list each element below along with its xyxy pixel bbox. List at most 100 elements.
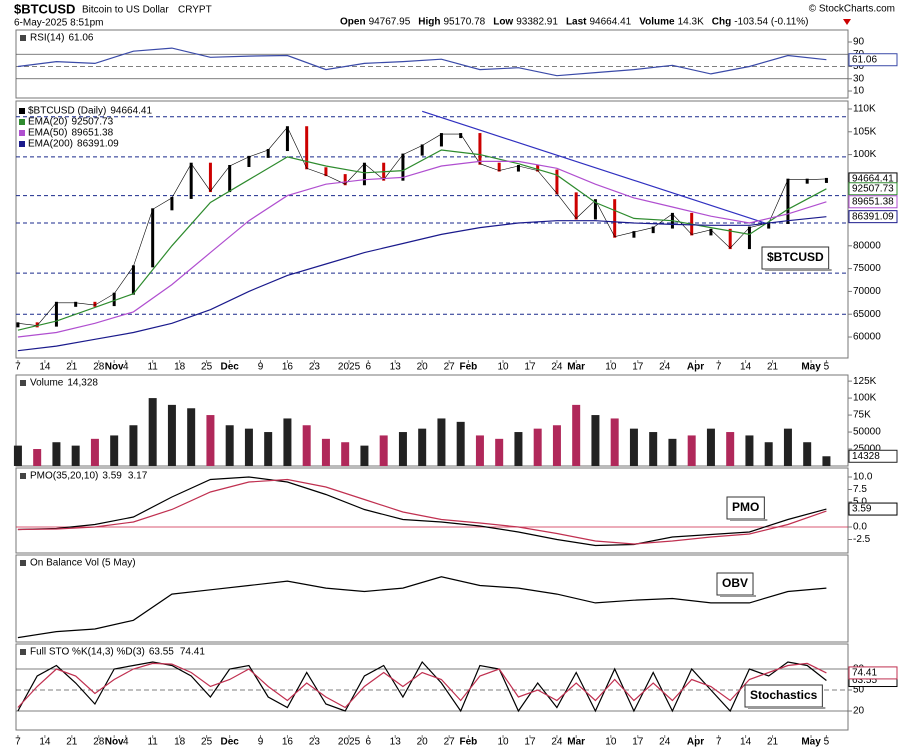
volume-bar: [783, 428, 792, 466]
x-tick-label: 10: [497, 737, 509, 748]
y-tick-label: 30: [853, 73, 865, 84]
value-box: [848, 449, 898, 463]
x-tick-label: 25: [201, 362, 213, 373]
y-tick-label: 105K: [853, 126, 877, 137]
legend-value: 14,328: [67, 378, 98, 389]
price-bar: [574, 192, 578, 220]
panel-frame: [15, 374, 849, 467]
x-tick-label: 14: [39, 362, 51, 373]
y-tick-label: 60000: [853, 332, 881, 343]
price-bar: [189, 162, 193, 199]
legend-value: 63.55: [149, 647, 174, 658]
x-tick-label: 21: [767, 737, 779, 748]
x-tick-label: 18: [174, 362, 186, 373]
y-tick-label: 50: [853, 61, 865, 72]
quote-label: High: [418, 17, 440, 28]
x-tick-label: 27: [444, 737, 456, 748]
x-tick-label: 10: [605, 737, 617, 748]
legend-value: 92507.73: [71, 117, 113, 128]
x-tick-label: 16: [282, 362, 294, 373]
x-tick-label: 6: [366, 737, 372, 748]
volume-bar: [360, 445, 369, 466]
x-tick-label: 18: [174, 737, 186, 748]
x-tick-label: 9: [258, 737, 264, 748]
exchange: CRYPT: [178, 5, 212, 16]
x-tick-label: Mar: [567, 737, 585, 748]
volume-bar: [687, 435, 696, 466]
legend-swatch: [19, 141, 25, 147]
annotation: PMO: [732, 500, 759, 514]
legend-swatch: [20, 473, 26, 479]
legend-name: EMA(50): [28, 128, 67, 139]
y-tick-label: 110K: [853, 104, 876, 115]
y-tick-label: 75K: [853, 410, 871, 421]
x-tick-label: 5: [824, 362, 830, 373]
volume-bar: [90, 438, 99, 466]
y-tick-label: 10.0: [853, 472, 873, 483]
x-tick-label: Feb: [459, 737, 477, 748]
price-bar: [151, 208, 155, 268]
annotation: $BTCUSD: [767, 250, 824, 264]
x-tick-label: 14: [39, 737, 51, 748]
x-tick-label: 10: [605, 362, 617, 373]
volume-bar: [52, 442, 61, 466]
price-bar: [439, 133, 443, 147]
price-bar: [170, 196, 174, 211]
quote-label: Open: [340, 17, 366, 28]
panel-frame: [15, 467, 849, 554]
x-tick-label: 21: [66, 737, 78, 748]
x-tick-label: 7: [716, 737, 722, 748]
x-tick-label: Dec: [220, 737, 239, 748]
volume-bar: [552, 425, 561, 466]
annotation-shadow: [720, 595, 757, 597]
quote-value: 95170.78: [444, 17, 486, 28]
y-tick-label: 0.0: [853, 522, 867, 533]
x-tick-label: 7: [716, 362, 722, 373]
price-bar: [266, 149, 270, 158]
volume-bar: [668, 438, 677, 466]
x-tick-label: 21: [767, 362, 779, 373]
y-tick-label: 65000: [853, 309, 881, 320]
y-tick-label: 10: [853, 86, 865, 97]
price-bar: [93, 301, 97, 307]
date: 6-May-2025 8:51pm: [14, 18, 104, 29]
volume-bar: [745, 435, 754, 466]
quote-value: -103.54 (-0.11%): [734, 17, 808, 28]
x-tick-label: Nov: [105, 362, 124, 373]
value-box-label: 14328: [852, 451, 880, 462]
price-bar: [478, 133, 482, 165]
price-bar: [401, 153, 405, 181]
price-bar: [247, 155, 251, 167]
volume-bar: [283, 418, 292, 466]
y-tick-label: 80000: [853, 240, 881, 251]
y-tick-label: 75000: [853, 263, 881, 274]
volume-bar: [629, 428, 638, 466]
y-tick-label: 100K: [853, 149, 877, 160]
indicator-line: [17, 47, 827, 77]
legend-label: RSI(14): [30, 33, 64, 44]
x-tick-label: 27: [444, 362, 456, 373]
value-box-label: 94664.41: [852, 174, 894, 185]
annotation: OBV: [722, 576, 748, 590]
legend-value: 74.41: [180, 647, 205, 658]
x-tick-label: 13: [390, 362, 402, 373]
annotation: Stochastics: [750, 688, 818, 702]
x-tick-label: 17: [524, 362, 536, 373]
volume-bar: [533, 428, 542, 466]
volume-bar: [418, 428, 427, 466]
volume-bar: [706, 428, 715, 466]
volume-bar: [822, 456, 831, 466]
source: © StockCharts.com: [809, 4, 895, 15]
price-bar: [35, 322, 39, 328]
y-tick-label: 7.5: [853, 484, 867, 495]
value-box-label: 3.59: [852, 504, 872, 515]
value-box: [848, 182, 898, 196]
x-tick-label: 11: [147, 737, 158, 748]
x-tick-label: 23: [309, 737, 321, 748]
price-bar: [285, 126, 289, 152]
value-box-label: 89651.38: [852, 196, 894, 207]
x-tick-label: 2025: [338, 737, 361, 748]
price-bar: [324, 167, 328, 177]
value-box-label: 63.55: [852, 675, 877, 686]
